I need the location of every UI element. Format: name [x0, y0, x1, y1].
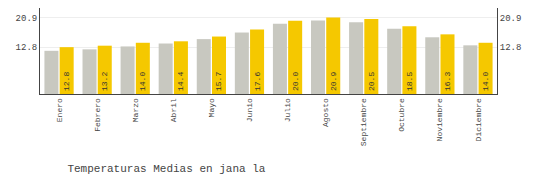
svg-text:20.9: 20.9 [329, 72, 338, 91]
svg-text:Abril: Abril [169, 98, 178, 122]
svg-text:Julio: Julio [283, 98, 292, 122]
svg-text:Marzo: Marzo [131, 98, 140, 122]
svg-text:14.4: 14.4 [176, 72, 185, 91]
svg-text:Diciembre: Diciembre [474, 98, 483, 141]
svg-text:18.5: 18.5 [405, 72, 414, 91]
svg-text:14.0: 14.0 [481, 72, 490, 91]
svg-text:12.8: 12.8 [62, 72, 71, 91]
svg-text:20.9: 20.9 [500, 14, 522, 24]
svg-text:Septiembre: Septiembre [359, 98, 368, 146]
svg-text:Enero: Enero [55, 98, 64, 122]
svg-text:13.2: 13.2 [100, 72, 109, 91]
svg-text:12.8: 12.8 [16, 43, 38, 53]
svg-text:20.9: 20.9 [16, 14, 38, 24]
svg-text:20.0: 20.0 [291, 72, 300, 91]
svg-text:12.8: 12.8 [500, 43, 522, 53]
svg-text:17.6: 17.6 [253, 72, 262, 91]
svg-text:Octubre: Octubre [397, 98, 406, 132]
svg-text:Agosto: Agosto [321, 98, 330, 127]
svg-text:Mayo: Mayo [207, 98, 216, 117]
svg-text:16.3: 16.3 [443, 72, 452, 91]
svg-text:20.5: 20.5 [367, 72, 376, 91]
svg-text:Junio: Junio [245, 98, 254, 122]
svg-text:Temperaturas Medias en jana la: Temperaturas Medias en jana la [67, 163, 265, 174]
svg-text:14.0: 14.0 [138, 72, 147, 91]
svg-text:15.7: 15.7 [214, 72, 223, 91]
svg-text:Noviembre: Noviembre [435, 98, 444, 141]
svg-text:Febrero: Febrero [93, 98, 102, 132]
